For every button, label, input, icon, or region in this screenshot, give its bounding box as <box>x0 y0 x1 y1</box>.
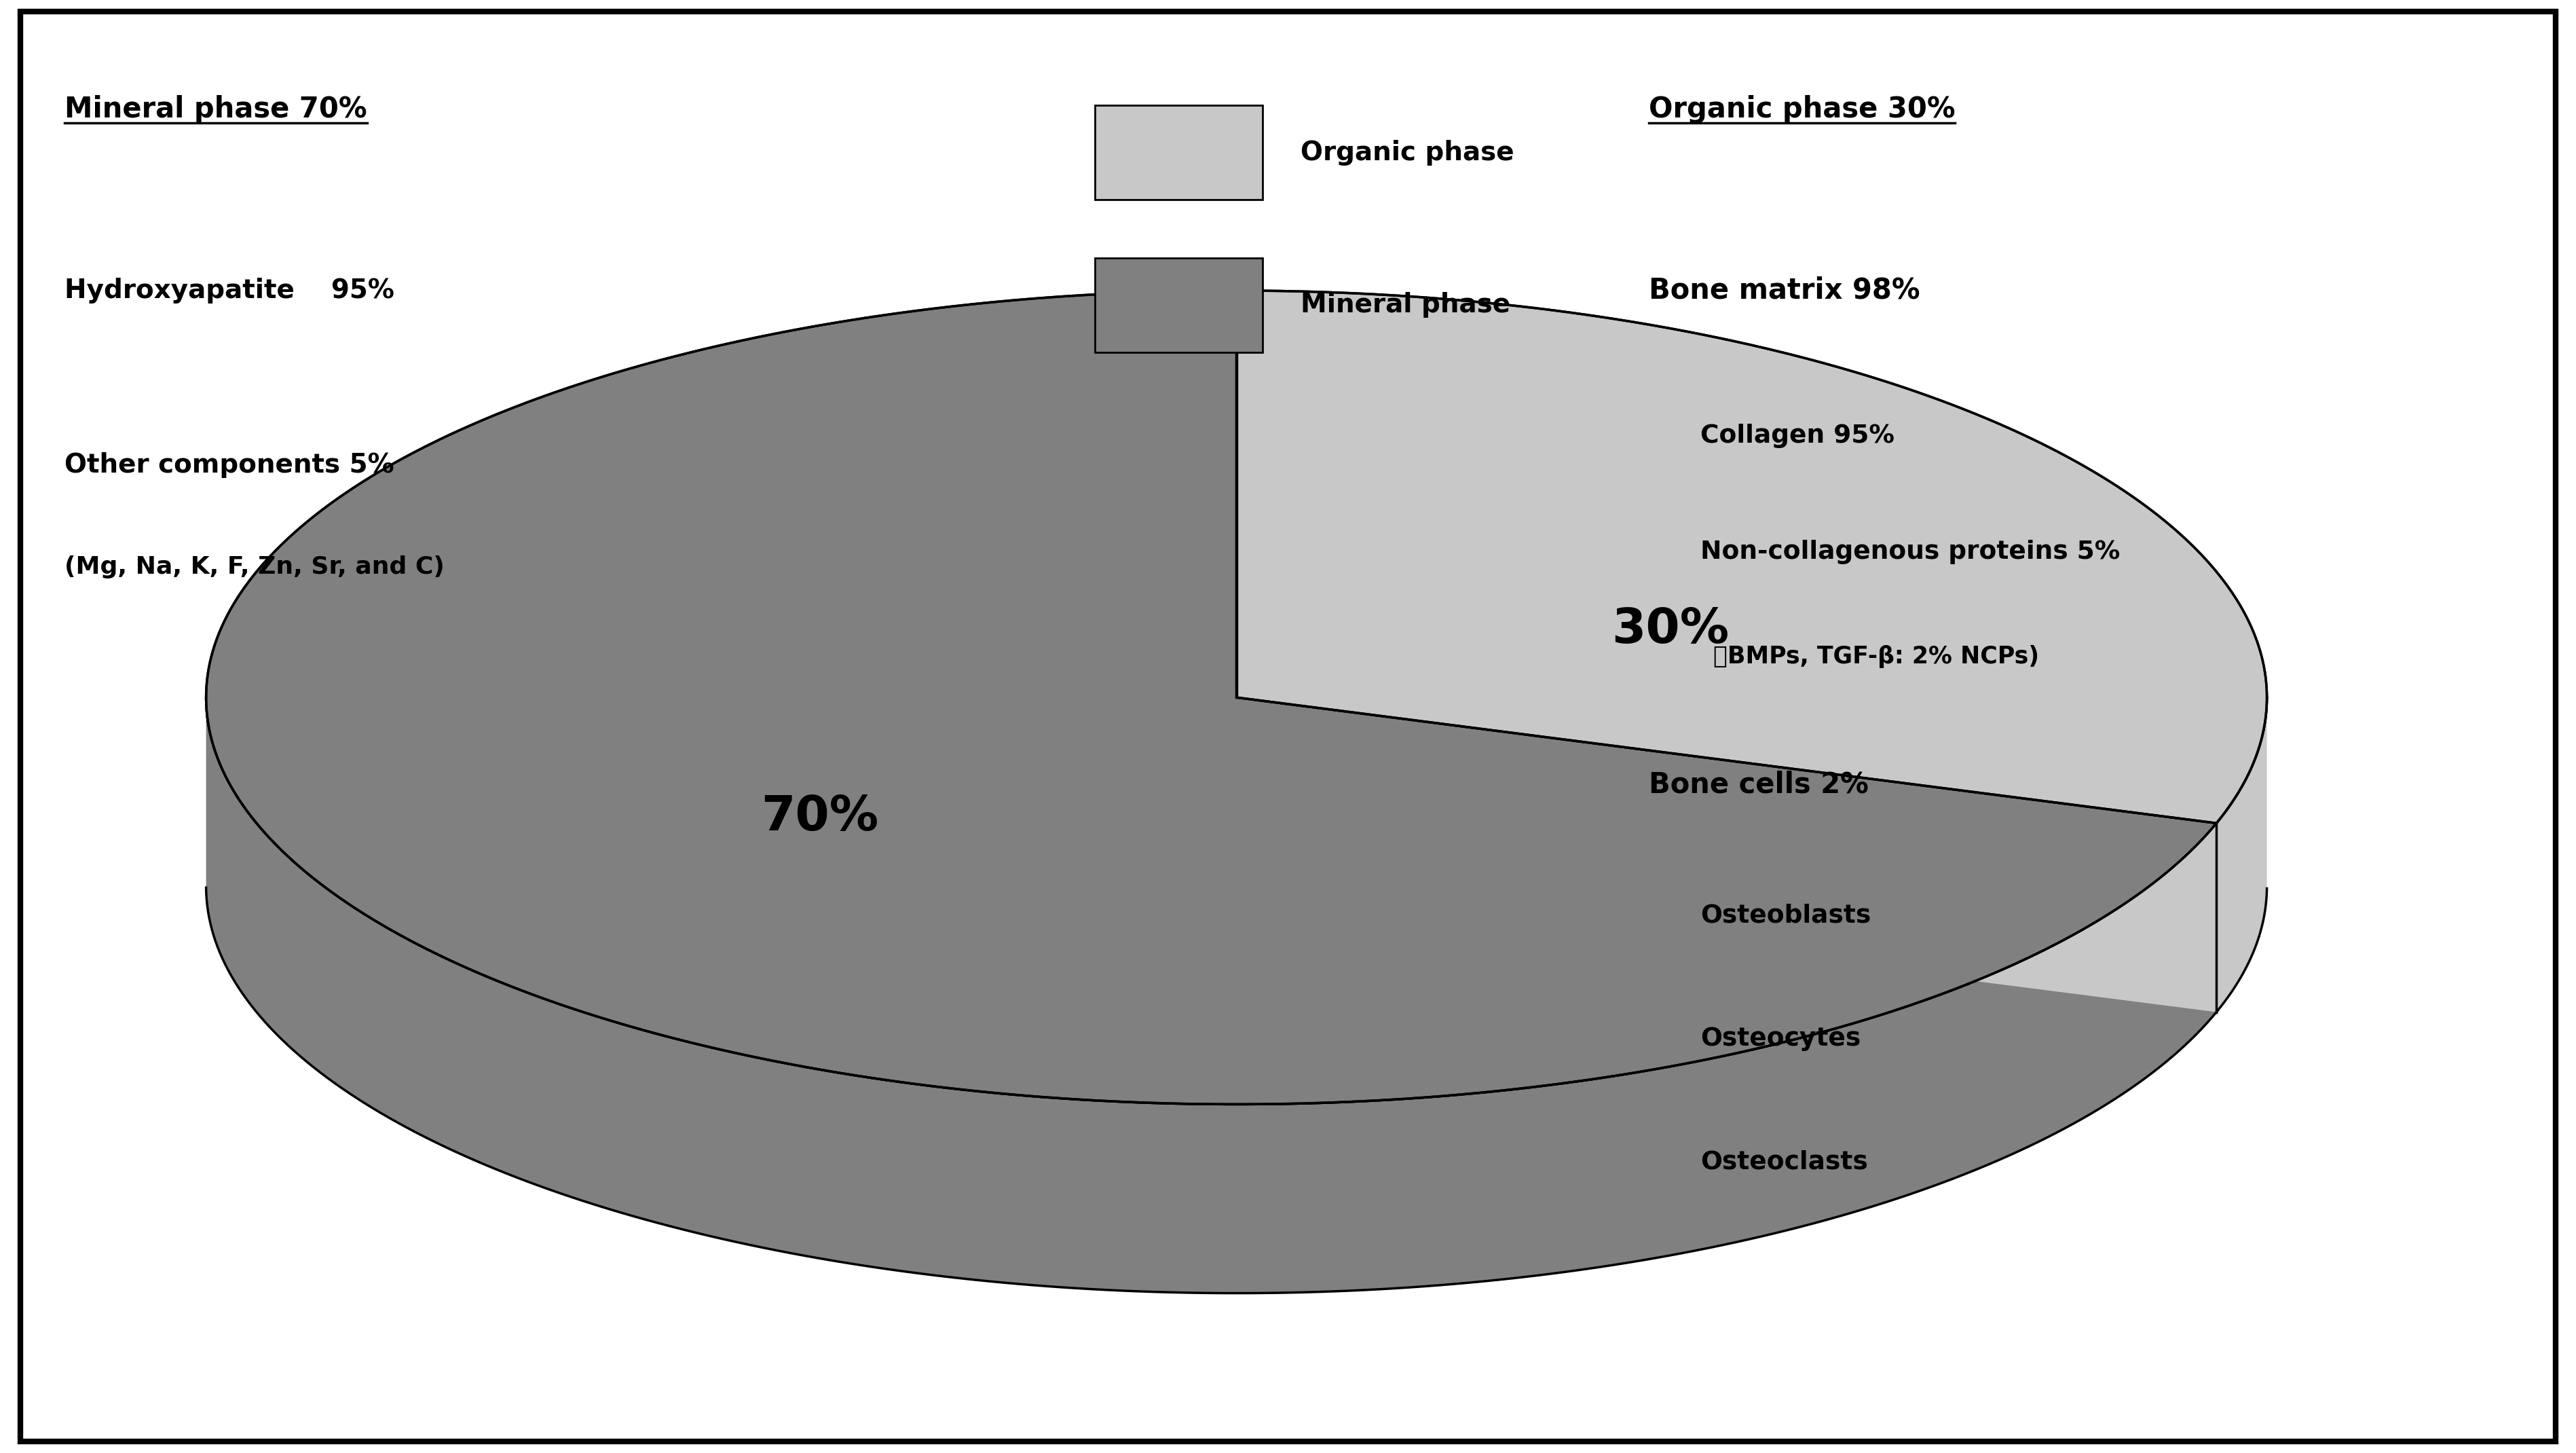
Text: Osteoclasts: Osteoclasts <box>1700 1151 1868 1174</box>
Text: （BMPs, TGF-β: 2% NCPs): （BMPs, TGF-β: 2% NCPs) <box>1713 645 2040 668</box>
Text: Mineral phase 70%: Mineral phase 70% <box>64 94 366 124</box>
Text: Osteocytes: Osteocytes <box>1700 1027 1860 1051</box>
Polygon shape <box>206 699 2215 1293</box>
Text: Organic phase: Organic phase <box>1301 139 1515 166</box>
Text: Non-collagenous proteins 5%: Non-collagenous proteins 5% <box>1700 541 2120 564</box>
Text: Bone matrix 98%: Bone matrix 98% <box>1649 276 1919 305</box>
Text: Organic phase 30%: Organic phase 30% <box>1649 94 1955 124</box>
Text: Hydroxyapatite    95%: Hydroxyapatite 95% <box>64 278 394 304</box>
Text: (Mg, Na, K, F, Zn, Sr, and C): (Mg, Na, K, F, Zn, Sr, and C) <box>64 555 446 578</box>
Polygon shape <box>1236 291 2267 824</box>
Text: Collagen 95%: Collagen 95% <box>1700 424 1893 448</box>
Text: 30%: 30% <box>1610 606 1728 654</box>
Text: Bone cells 2%: Bone cells 2% <box>1649 770 1868 799</box>
Text: 70%: 70% <box>760 793 878 840</box>
Polygon shape <box>1236 697 2215 1013</box>
Text: Other components 5%: Other components 5% <box>64 452 394 478</box>
Polygon shape <box>1236 697 2215 1013</box>
Text: Osteoblasts: Osteoblasts <box>1700 904 1870 927</box>
Text: Mineral phase: Mineral phase <box>1301 292 1510 318</box>
Polygon shape <box>206 291 2215 1104</box>
Polygon shape <box>2215 699 2267 1013</box>
